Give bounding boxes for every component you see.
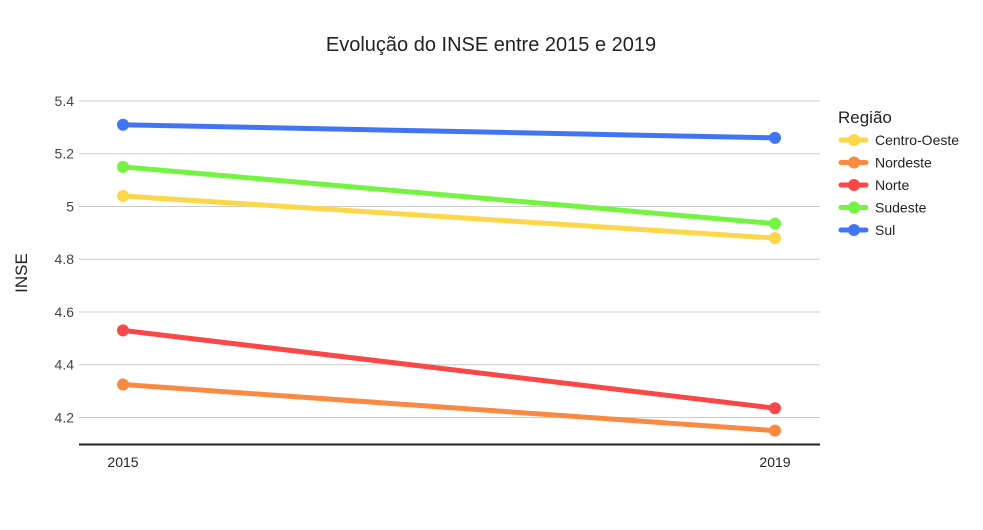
y-tick-label: 5.2 [55, 146, 75, 162]
series-line [120, 381, 778, 434]
legend-swatch-marker [848, 134, 860, 146]
data-point [117, 189, 129, 202]
series-line [120, 164, 778, 227]
data-point [117, 118, 129, 131]
legend: Região Centro-Oeste Nordeste Norte Sudeste S… [838, 108, 959, 238]
legend-label: Sudeste [875, 200, 927, 216]
y-tick-label: 4.2 [55, 409, 75, 425]
y-tick-label: 4.6 [55, 304, 75, 320]
x-tick-labels: 2015 2019 [107, 454, 790, 470]
data-point [769, 424, 781, 437]
legend-label: Centro-Oeste [875, 132, 959, 148]
x-tick-label: 2019 [759, 454, 790, 470]
y-tick-label: 5.4 [55, 93, 75, 109]
series-line [120, 327, 778, 411]
y-tick-labels: 4.2 4.4 4.6 4.8 5 5.2 5.4 [55, 93, 75, 425]
data-point [117, 378, 129, 391]
series-line [120, 122, 778, 141]
data-point [769, 217, 781, 230]
legend-label: Sul [875, 222, 895, 238]
series-lines [117, 118, 781, 437]
data-point [117, 160, 129, 173]
legend-swatch-marker [848, 156, 860, 169]
legend-swatch-marker [848, 179, 860, 191]
legend-label: Norte [875, 177, 909, 193]
data-point [769, 232, 781, 245]
data-point [769, 402, 781, 415]
legend-title: Região [838, 108, 892, 127]
y-tick-label: 5 [66, 198, 74, 214]
chart-title: Evolução do INSE entre 2015 e 2019 [326, 34, 656, 56]
legend-swatch-marker [848, 201, 860, 214]
y-tick-label: 4.8 [55, 251, 75, 267]
legend-swatch-marker [848, 224, 860, 236]
data-point [769, 131, 781, 144]
legend-label: Nordeste [875, 155, 932, 171]
x-tick-label: 2015 [107, 454, 138, 470]
series-line [120, 193, 778, 241]
legend-items: Centro-Oeste Nordeste Norte Sudeste Sul [838, 132, 959, 238]
y-tick-label: 4.4 [55, 357, 75, 373]
y-axis-label: INSE [12, 253, 31, 293]
data-point [117, 324, 129, 337]
gridlines [79, 100, 820, 418]
